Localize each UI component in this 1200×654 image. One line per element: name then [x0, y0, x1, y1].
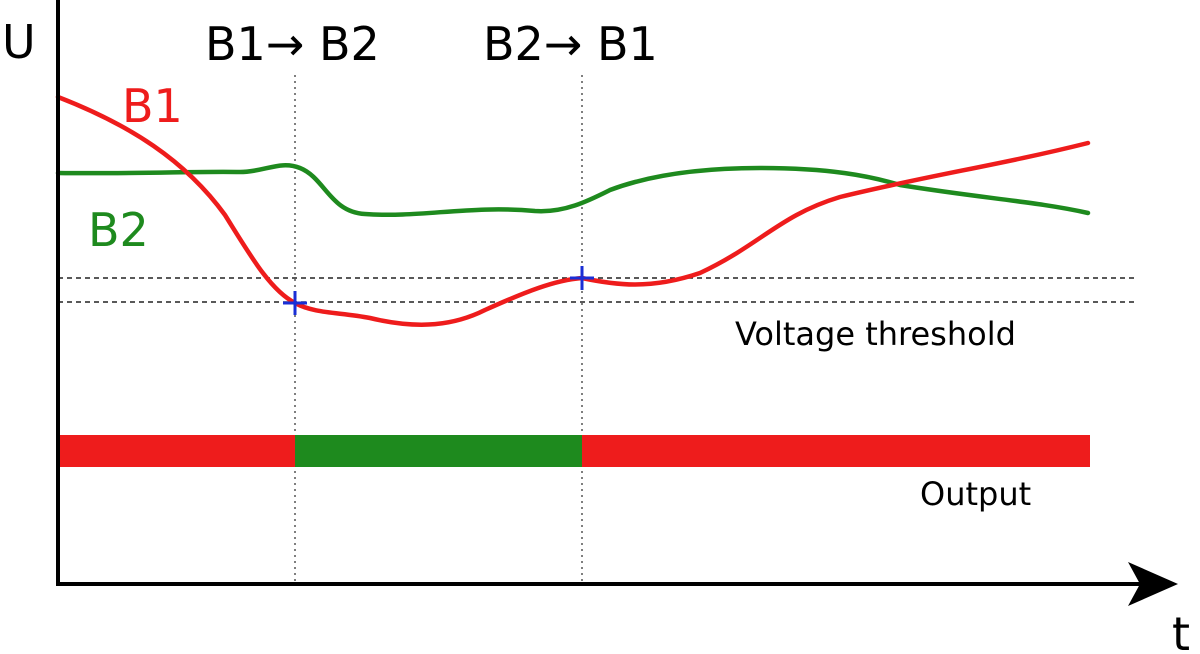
transition-label-b2-to-b1: B2→ B1 — [483, 17, 658, 71]
b2-voltage-curve — [55, 163, 1091, 218]
b2-series-label: B2 — [88, 203, 149, 257]
transition-label-b1-to-b2: B1→ B2 — [205, 17, 380, 71]
y-axis-label: U — [2, 15, 36, 69]
output-segment-b2 — [295, 435, 582, 467]
switch-point-marker-b2-to-b1 — [570, 266, 594, 290]
switch-point-marker-b1-to-b2 — [283, 291, 307, 315]
x-axis-arrowhead — [1128, 562, 1178, 606]
x-axis-label: t — [1172, 607, 1190, 654]
b1-voltage-curve — [55, 94, 1091, 327]
output-label: Output — [920, 475, 1031, 513]
voltage-threshold-label: Voltage threshold — [735, 315, 1016, 353]
b1-series-label: B1 — [122, 79, 183, 133]
output-segment-b1-end — [582, 435, 1090, 467]
output-segment-b1-start — [58, 435, 295, 467]
